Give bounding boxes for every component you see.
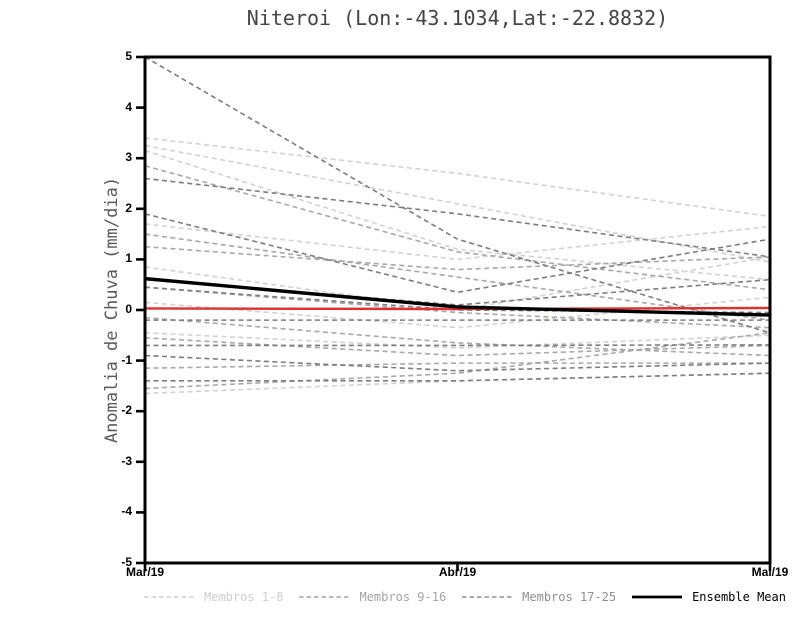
x-tick-label: Mai/19 <box>751 565 789 579</box>
y-tick-label: 5 <box>125 49 132 63</box>
member-line <box>144 286 771 329</box>
y-tick-label: -3 <box>121 453 132 468</box>
member-line <box>144 177 771 258</box>
legend: Membros 1-8 Membros 9-16 Membros 17-25 Ense… <box>143 587 786 607</box>
member-line <box>144 137 771 218</box>
legend-label: Membros 1-8 <box>204 590 284 604</box>
ensemble-mean-line <box>144 276 771 317</box>
legend-item: Ensemble Mean <box>631 590 786 604</box>
member-line <box>144 245 771 271</box>
member-line <box>144 354 771 372</box>
legend-line-sample <box>462 596 513 598</box>
member-line <box>144 362 770 369</box>
member-line <box>144 331 771 349</box>
legend-label: Membros 17-25 <box>522 590 617 604</box>
y-tick-label: -4 <box>121 504 132 519</box>
legend-label: Ensemble Mean <box>692 590 786 604</box>
member-line <box>144 256 771 311</box>
member-line <box>144 223 771 261</box>
member-line <box>144 149 771 281</box>
y-tick-label: -2 <box>121 403 132 418</box>
legend-item: Membros 17-25 <box>461 590 616 604</box>
member-line <box>144 337 771 357</box>
y-tick-label: 4 <box>125 99 132 114</box>
y-tick-label: -5 <box>121 555 132 569</box>
member-line <box>145 372 771 382</box>
legend-line-sample <box>144 596 194 598</box>
member-line <box>144 56 771 334</box>
member-line <box>145 344 771 347</box>
legend-line-sample <box>632 595 683 599</box>
reference-line <box>144 306 771 311</box>
x-tick-label: Mar/19 <box>125 565 165 579</box>
y-tick-label: -1 <box>121 352 132 367</box>
y-tick-label: 1 <box>125 251 132 266</box>
legend-item: Membros 1-8 <box>143 590 283 604</box>
y-tick-label: 3 <box>125 150 132 165</box>
x-tick-label: Abr/19 <box>438 565 477 579</box>
member-line <box>144 316 771 357</box>
member-line <box>144 233 771 321</box>
member-line <box>144 144 771 263</box>
member-line <box>144 331 771 390</box>
chart-title: Niteroi (Lon:-43.1034,Lat:-22.8832) <box>246 6 669 30</box>
legend-item: Membros 9-16 <box>298 590 446 604</box>
legend-label: Membros 9-16 <box>359 590 447 604</box>
y-tick-label: 2 <box>125 200 132 215</box>
member-line <box>144 278 771 306</box>
legend-line-sample <box>299 596 350 598</box>
member-line <box>144 165 771 291</box>
y-tick-label: 0 <box>125 302 132 316</box>
